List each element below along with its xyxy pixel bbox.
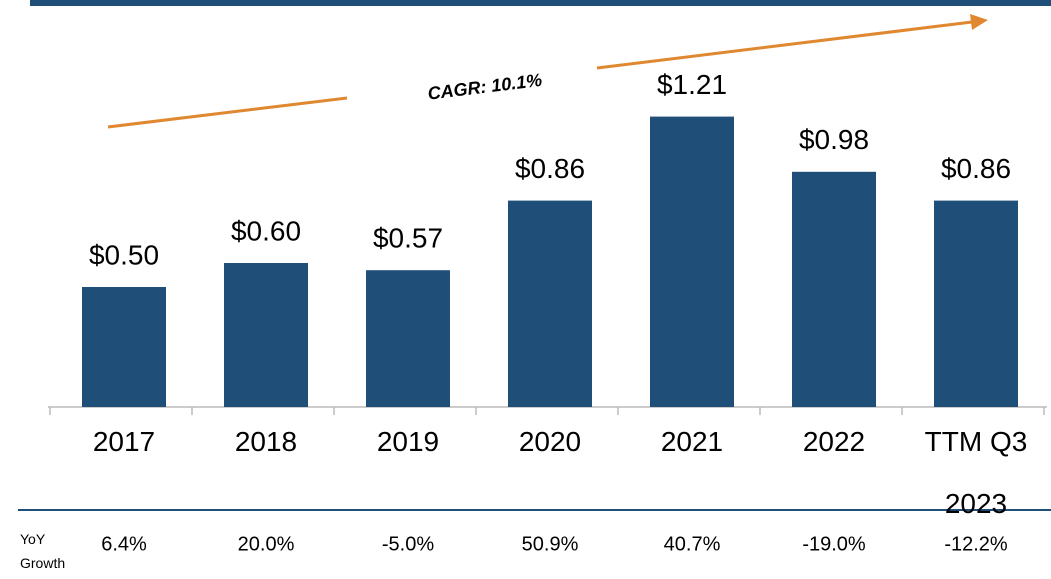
bar xyxy=(650,116,734,407)
growth-value: -12.2% xyxy=(944,533,1008,555)
value-label: $0.50 xyxy=(89,239,159,270)
x-tick-label: 2018 xyxy=(234,426,298,457)
bar xyxy=(508,200,592,407)
cagr-arrow xyxy=(107,96,348,129)
growth-value: 20.0% xyxy=(238,533,295,555)
growth-value: 50.9% xyxy=(522,533,579,555)
value-label: $1.21 xyxy=(657,69,727,100)
cagr-arrow xyxy=(596,20,973,70)
bar xyxy=(792,171,876,407)
x-tick-label: 2017 xyxy=(92,426,156,457)
x-tick-label: TTM Q3 2023 xyxy=(924,426,1028,519)
cagr-label: CAGR: 10.1% xyxy=(427,70,544,104)
x-tick-label: 2021 xyxy=(660,426,724,457)
value-label: $0.86 xyxy=(515,153,585,184)
bar xyxy=(224,263,308,407)
value-label: $0.86 xyxy=(941,153,1011,184)
cagr-arrowhead xyxy=(970,14,988,30)
x-tick-label: 2020 xyxy=(518,426,582,457)
bar xyxy=(366,270,450,407)
value-label: $0.57 xyxy=(373,223,443,254)
bar xyxy=(82,287,166,407)
bar xyxy=(934,200,1018,407)
growth-label: YoY Growth xyxy=(20,531,66,571)
value-label: $0.60 xyxy=(231,215,301,246)
growth-value: -19.0% xyxy=(802,533,866,555)
x-tick-label: 2022 xyxy=(802,426,866,457)
growth-value: 6.4% xyxy=(101,533,147,555)
growth-value: -5.0% xyxy=(382,533,434,555)
growth-value: 40.7% xyxy=(664,533,721,555)
x-tick-label: 2019 xyxy=(376,426,440,457)
top-bar xyxy=(30,0,1051,6)
value-label: $0.98 xyxy=(799,124,869,155)
